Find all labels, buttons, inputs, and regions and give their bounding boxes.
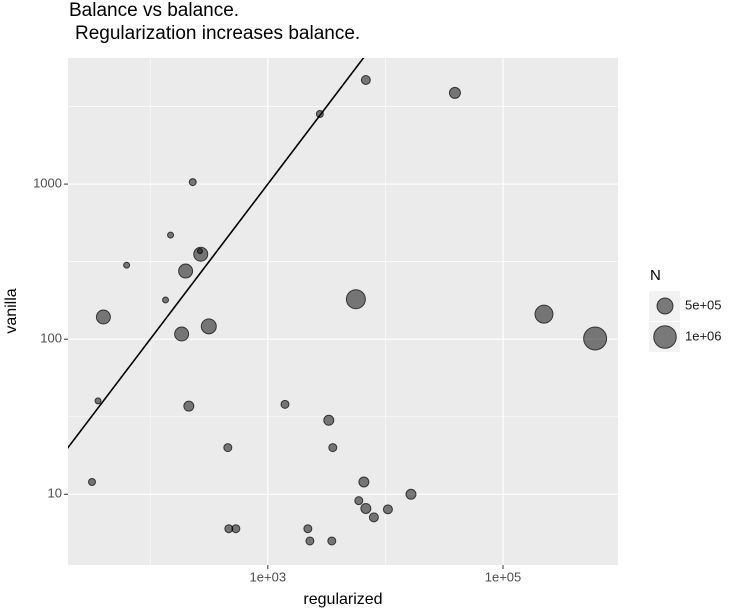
reference-line [68,58,365,449]
point [382,504,393,515]
point [534,304,554,324]
point [360,502,372,514]
point [368,512,379,523]
point [167,231,175,239]
point [94,397,102,405]
chart-title: Balance vs balance. [69,0,239,21]
point [200,318,217,335]
chart-subtitle: Regularization increases balance. [75,23,360,44]
point [328,443,338,453]
panel [68,58,618,565]
y-tick-label: 10 [48,486,62,501]
plot-area [68,58,618,565]
point [448,86,461,99]
point [88,478,97,487]
point [305,536,315,546]
point [280,399,290,409]
y-tick-label: 1000 [33,176,62,191]
point [174,326,190,342]
legend-label: 1e+06 [685,328,722,343]
legend-symbol [653,325,677,349]
x-tick-label: 1e+03 [250,569,287,584]
point [223,443,233,453]
point [123,261,131,269]
point [405,488,417,500]
point [303,524,313,534]
point [95,309,111,325]
y-axis-label: vanilla [3,288,20,333]
point [196,248,204,255]
point [178,263,194,279]
point [360,74,371,85]
legend-symbol [656,297,674,315]
legend-title: N [650,267,661,284]
point [345,289,366,310]
point [327,536,337,546]
y-tick-label: 100 [40,331,62,346]
point [358,476,370,488]
point [162,296,170,304]
point [183,400,195,412]
x-axis-label: regularized [303,591,382,608]
legend-label: 5e+05 [685,297,722,312]
point [354,496,364,506]
point [583,326,608,351]
x-tick-label: 1e+05 [485,569,522,584]
point [188,178,197,187]
point [323,414,335,426]
point [231,524,241,534]
